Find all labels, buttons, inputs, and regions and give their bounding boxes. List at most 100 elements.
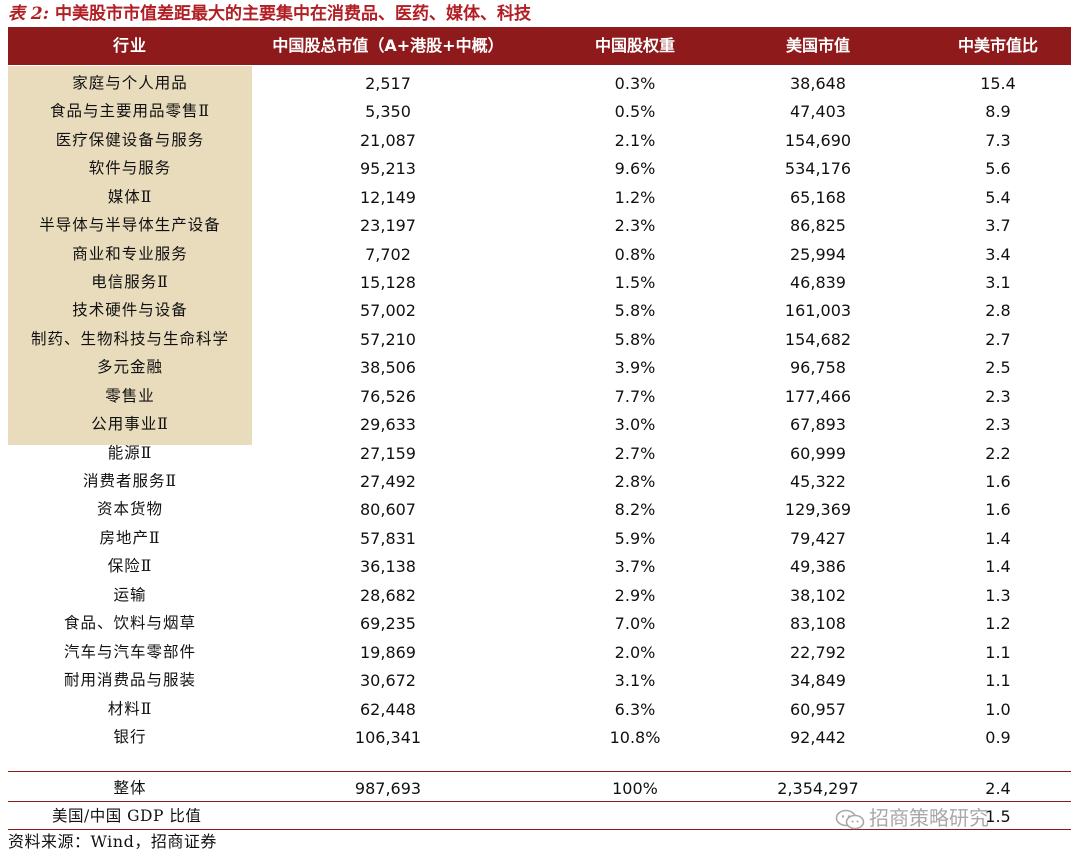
- total-china-weight: 100%: [612, 779, 658, 798]
- table-row: 家庭与个人用品 2,517 0.3% 38,648 15.4: [8, 69, 1071, 97]
- table-number: 表 2:: [8, 4, 50, 24]
- ratio-cell: 1.6: [985, 500, 1011, 520]
- industry-cell: 媒体Ⅱ: [107, 187, 153, 206]
- us-mktcap-cell: 60,999: [790, 443, 846, 463]
- china-weight-cell: 2.8%: [614, 472, 656, 491]
- china-weight-cell: 5.8%: [614, 301, 656, 321]
- china-mktcap-cell: 76,526: [360, 386, 416, 406]
- table-row: 保险Ⅱ 36,138 3.7% 49,386 1.4: [8, 552, 1071, 580]
- total-row: 整体 987,693 100% 2,354,297 2.4: [8, 774, 1071, 802]
- table-caption: 中美股市市值差距最大的主要集中在消费品、医药、媒体、科技: [54, 4, 531, 24]
- ratio-cell: 3.1: [985, 273, 1011, 292]
- ratio-cell: 5.6: [985, 159, 1011, 179]
- table-row: 能源Ⅱ 27,159 2.7% 60,999 2.2: [8, 439, 1071, 467]
- china-weight-cell: 0.5%: [614, 102, 656, 122]
- ratio-cell: 7.3: [985, 130, 1011, 150]
- us-mktcap-cell: 34,849: [790, 671, 846, 690]
- china-weight-cell: 0.3%: [614, 74, 656, 93]
- china-mktcap-cell: 36,138: [360, 557, 416, 577]
- table-row: 多元金融 38,506 3.9% 96,758 2.5: [8, 353, 1071, 381]
- us-mktcap-cell: 67,893: [790, 415, 846, 435]
- total-china-mktcap: 987,693: [354, 779, 422, 798]
- industry-cell: 房地产Ⅱ: [99, 528, 161, 547]
- table-row: 媒体Ⅱ 12,149 1.2% 65,168 5.4: [8, 183, 1071, 211]
- highlight-block: [8, 66, 252, 445]
- china-weight-cell: 10.8%: [609, 727, 661, 747]
- industry-cell: 耐用消费品与服装: [63, 671, 196, 689]
- table-row: 商业和专业服务 7,702 0.8% 25,994 3.4: [8, 240, 1071, 268]
- us-mktcap-cell: 92,442: [790, 727, 846, 747]
- table-row: 电信服务Ⅱ 15,128 1.5% 46,839 3.1: [8, 268, 1071, 296]
- ratio-cell: 2.8: [985, 301, 1011, 321]
- bottom-rule: [8, 829, 1071, 830]
- industry-cell: 食品、饮料与烟草: [63, 614, 196, 633]
- industry-cell: 技术硬件与设备: [72, 301, 188, 320]
- watermark: 招商策略研究: [835, 803, 989, 833]
- ratio-cell: 2.7: [985, 329, 1011, 349]
- ratio-cell: 1.1: [985, 671, 1011, 690]
- header-us-mktcap: 美国市值: [785, 36, 850, 55]
- header-china-mktcap: 中国股总市值（A+港股+中概）: [272, 36, 504, 55]
- industry-cell: 材料Ⅱ: [107, 699, 153, 718]
- industry-cell: 家庭与个人用品: [72, 74, 188, 92]
- china-weight-cell: 9.6%: [614, 159, 656, 179]
- china-mktcap-cell: 21,087: [360, 130, 416, 150]
- china-weight-cell: 3.0%: [614, 415, 656, 435]
- us-mktcap-cell: 79,427: [790, 528, 846, 548]
- us-mktcap-cell: 65,168: [790, 187, 846, 207]
- industry-cell: 软件与服务: [88, 159, 172, 178]
- table-row: 汽车与汽车零部件 19,869 2.0% 22,792 1.1: [8, 638, 1071, 666]
- header-industry: 行业: [112, 36, 147, 55]
- china-mktcap-cell: 27,492: [360, 472, 416, 491]
- table-row: 食品、饮料与烟草 69,235 7.0% 83,108 1.2: [8, 609, 1071, 637]
- china-mktcap-cell: 28,682: [360, 585, 416, 605]
- table-row: 半导体与半导体生产设备 23,197 2.3% 86,825 3.7: [8, 211, 1071, 239]
- us-mktcap-cell: 38,648: [790, 74, 846, 93]
- gdp-divider: [8, 801, 1071, 802]
- china-mktcap-cell: 27,159: [360, 443, 416, 463]
- us-mktcap-cell: 154,690: [784, 130, 852, 150]
- gdp-row: 美国/中国 GDP 比值 1.5: [8, 802, 1071, 830]
- us-mktcap-cell: 154,682: [784, 329, 852, 349]
- wechat-icon: [835, 809, 865, 831]
- china-weight-cell: 2.7%: [614, 443, 656, 463]
- source-note: 资料来源：Wind，招商证券: [8, 832, 217, 851]
- china-mktcap-cell: 38,506: [360, 358, 416, 378]
- header-ratio: 中美市值比: [957, 36, 1038, 55]
- china-weight-cell: 5.8%: [614, 329, 656, 349]
- china-mktcap-cell: 62,448: [360, 699, 416, 719]
- us-mktcap-cell: 60,957: [790, 699, 846, 719]
- china-weight-cell: 3.9%: [614, 358, 656, 378]
- ratio-cell: 1.3: [985, 585, 1011, 605]
- us-mktcap-cell: 96,758: [790, 358, 846, 378]
- industry-cell: 能源Ⅱ: [107, 443, 153, 462]
- ratio-cell: 15.4: [980, 74, 1016, 93]
- ratio-cell: 1.6: [985, 472, 1011, 491]
- china-weight-cell: 3.1%: [614, 671, 656, 690]
- ratio-cell: 8.9: [985, 102, 1011, 122]
- ratio-cell: 1.2: [985, 614, 1011, 634]
- table-row: 制药、生物科技与生命科学 57,210 5.8% 154,682 2.7: [8, 325, 1071, 353]
- ratio-cell: 2.3: [985, 386, 1011, 406]
- china-weight-cell: 7.7%: [614, 386, 656, 406]
- table-row: 零售业 76,526 7.7% 177,466 2.3: [8, 382, 1071, 410]
- ratio-cell: 0.9: [985, 727, 1011, 747]
- china-mktcap-cell: 2,517: [365, 74, 411, 93]
- china-mktcap-cell: 5,350: [365, 102, 411, 122]
- us-mktcap-cell: 161,003: [784, 301, 852, 321]
- gdp-label: 美国/中国 GDP 比值: [52, 807, 202, 825]
- table-header: 行业 中国股总市值（A+港股+中概） 中国股权重 美国市值 中美市值比: [8, 27, 1071, 65]
- table-row: 消费者服务Ⅱ 27,492 2.8% 45,322 1.6: [8, 467, 1071, 495]
- china-weight-cell: 5.9%: [614, 528, 656, 548]
- table-row: 医疗保健设备与服务 21,087 2.1% 154,690 7.3: [8, 126, 1071, 154]
- ratio-cell: 2.3: [985, 415, 1011, 435]
- table-row: 食品与主要用品零售Ⅱ 5,350 0.5% 47,403 8.9: [8, 97, 1071, 125]
- us-mktcap-cell: 45,322: [790, 472, 846, 491]
- industry-cell: 汽车与汽车零部件: [63, 642, 196, 661]
- industry-cell: 制药、生物科技与生命科学: [30, 329, 229, 348]
- industry-cell: 银行: [113, 727, 147, 746]
- total-divider: [8, 771, 1071, 772]
- us-mktcap-cell: 46,839: [790, 273, 846, 292]
- table-row: 材料Ⅱ 62,448 6.3% 60,957 1.0: [8, 695, 1071, 723]
- china-weight-cell: 2.9%: [614, 585, 656, 605]
